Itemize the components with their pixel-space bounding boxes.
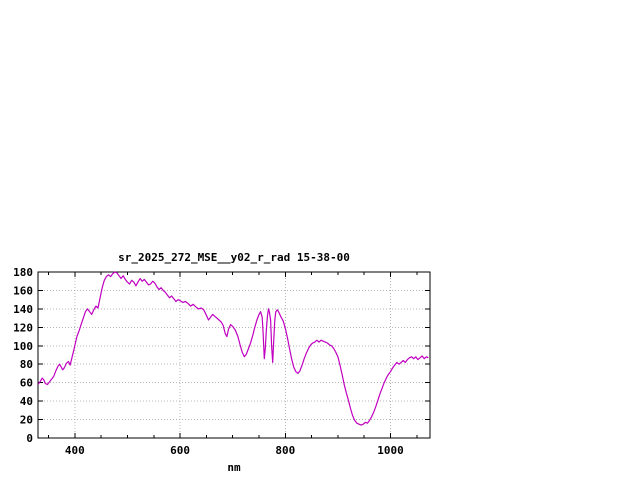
spectrum-line — [37, 271, 429, 426]
plot-border — [37, 271, 431, 439]
y-tick-label: 120 — [13, 321, 33, 334]
y-tick-label: 20 — [20, 414, 33, 427]
y-tick-label: 0 — [26, 432, 33, 445]
x-tick-label: 1000 — [377, 444, 404, 457]
y-tick-label: 60 — [20, 377, 33, 390]
y-tick-label: 80 — [20, 358, 33, 371]
x-tick-label: 400 — [65, 444, 85, 457]
x-axis-label: nm — [227, 461, 241, 474]
y-tick-label: 100 — [13, 340, 33, 353]
y-tick-label: 40 — [20, 395, 33, 408]
chart-title: sr_2025_272_MSE__y02_r_rad 15-38-00 — [118, 251, 350, 264]
grid-lines — [38, 272, 430, 438]
y-tick-label: 180 — [13, 266, 33, 279]
tick-marks — [38, 271, 430, 439]
y-tick-label: 160 — [13, 284, 33, 297]
x-tick-label: 800 — [275, 444, 295, 457]
x-tick-label: 600 — [170, 444, 190, 457]
tick-labels: 0 20 40 60 80 100 120 140 160 180 400 600 800 1000 — [13, 266, 404, 457]
y-tick-label: 140 — [13, 303, 33, 316]
